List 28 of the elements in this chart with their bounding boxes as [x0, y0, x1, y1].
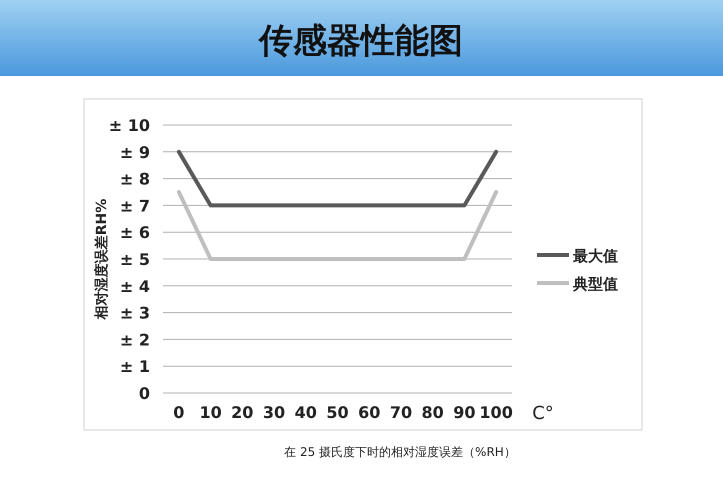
y-axis-title: 相对湿度误差RH%: [93, 198, 110, 320]
y-tick-label: 0: [138, 384, 150, 403]
y-tick-label: ± 9: [120, 142, 150, 162]
y-tick-label: ± 8: [120, 170, 150, 189]
x-tick-label: 80: [422, 403, 444, 422]
x-tick-label: 30: [262, 403, 286, 422]
x-tick-label: 40: [294, 403, 317, 422]
x-tick-label: 50: [326, 403, 349, 422]
x-tick-label: 100: [479, 403, 513, 422]
x-axis-title: C°: [532, 403, 554, 424]
y-tick-label: ± 5: [120, 250, 150, 269]
x-tick-label: 0: [173, 403, 184, 422]
y-tick-label: ± 4: [120, 276, 150, 296]
y-tick-label: ± 6: [120, 223, 150, 242]
y-tick-label: ± 10: [108, 116, 150, 135]
legend-label: 最大值: [572, 247, 618, 265]
x-tick-label: 10: [199, 403, 222, 422]
x-tick-label: 70: [390, 403, 412, 422]
y-tick-label: ± 3: [120, 304, 150, 323]
legend-label: 典型值: [572, 275, 618, 293]
y-tick-label: ± 1: [120, 357, 150, 376]
x-tick-label: 90: [453, 403, 476, 422]
x-tick-label: 20: [231, 403, 254, 422]
y-tick-label: ± 7: [120, 196, 150, 216]
text: 在 25 摄氏度下时的相对湿度误差（%RH）: [284, 445, 516, 459]
y-tick-label: ± 2: [120, 330, 150, 350]
chart-title: 传感器性能图: [257, 21, 463, 61]
x-tick-label: 60: [358, 403, 380, 422]
